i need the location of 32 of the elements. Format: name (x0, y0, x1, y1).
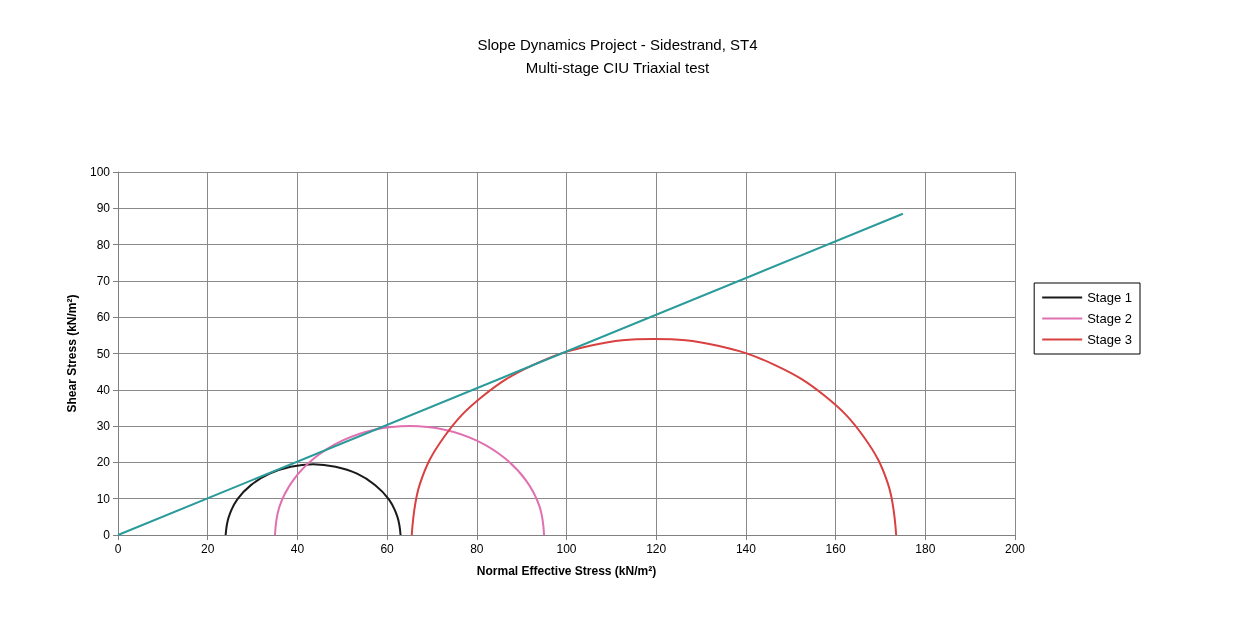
line-series (273, 425, 546, 536)
x-tick-label: 160 (825, 542, 846, 556)
line-series (224, 463, 402, 536)
legend-label: Stage 3 (1087, 332, 1133, 347)
y-tick-label: 20 (96, 455, 111, 470)
y-tick-label: 90 (96, 201, 111, 216)
x-tick-label: 60 (380, 542, 395, 556)
y-tick-label: 30 (96, 419, 111, 434)
x-tick-label: 40 (290, 542, 305, 556)
chart-subtitle: Multi-stage CIU Triaxial test (525, 59, 711, 76)
x-tick-label: 200 (1004, 542, 1026, 556)
y-tick-label: 100 (89, 165, 111, 179)
x-tick-label: 180 (915, 542, 936, 556)
x-tick-label: 100 (556, 542, 577, 556)
y-tick-label: 40 (96, 382, 111, 397)
legend-label: Stage 1 (1087, 290, 1133, 305)
y-tick-label: 50 (96, 346, 111, 361)
y-tick-label: 70 (96, 273, 111, 288)
y-tick-label: 0 (103, 528, 111, 542)
y-tick-label: 10 (96, 491, 111, 506)
x-tick-label: 80 (470, 542, 484, 556)
x-tick-label: 20 (201, 542, 215, 556)
x-axis-title: Normal Effective Stress (kN/m²) (476, 564, 657, 578)
y-tick-label: 60 (96, 310, 111, 325)
line-series (410, 337, 898, 536)
legend-label: Stage 2 (1087, 311, 1133, 326)
x-tick-label: 0 (114, 542, 122, 556)
x-tick-label: 120 (646, 542, 667, 556)
y-tick-label: 80 (96, 237, 111, 252)
chart-title: Slope Dynamics Project - Sidestrand, ST4 (477, 36, 758, 53)
y-axis-title: Shear Stress (kN/m²) (65, 294, 79, 413)
x-tick-label: 140 (735, 542, 757, 556)
